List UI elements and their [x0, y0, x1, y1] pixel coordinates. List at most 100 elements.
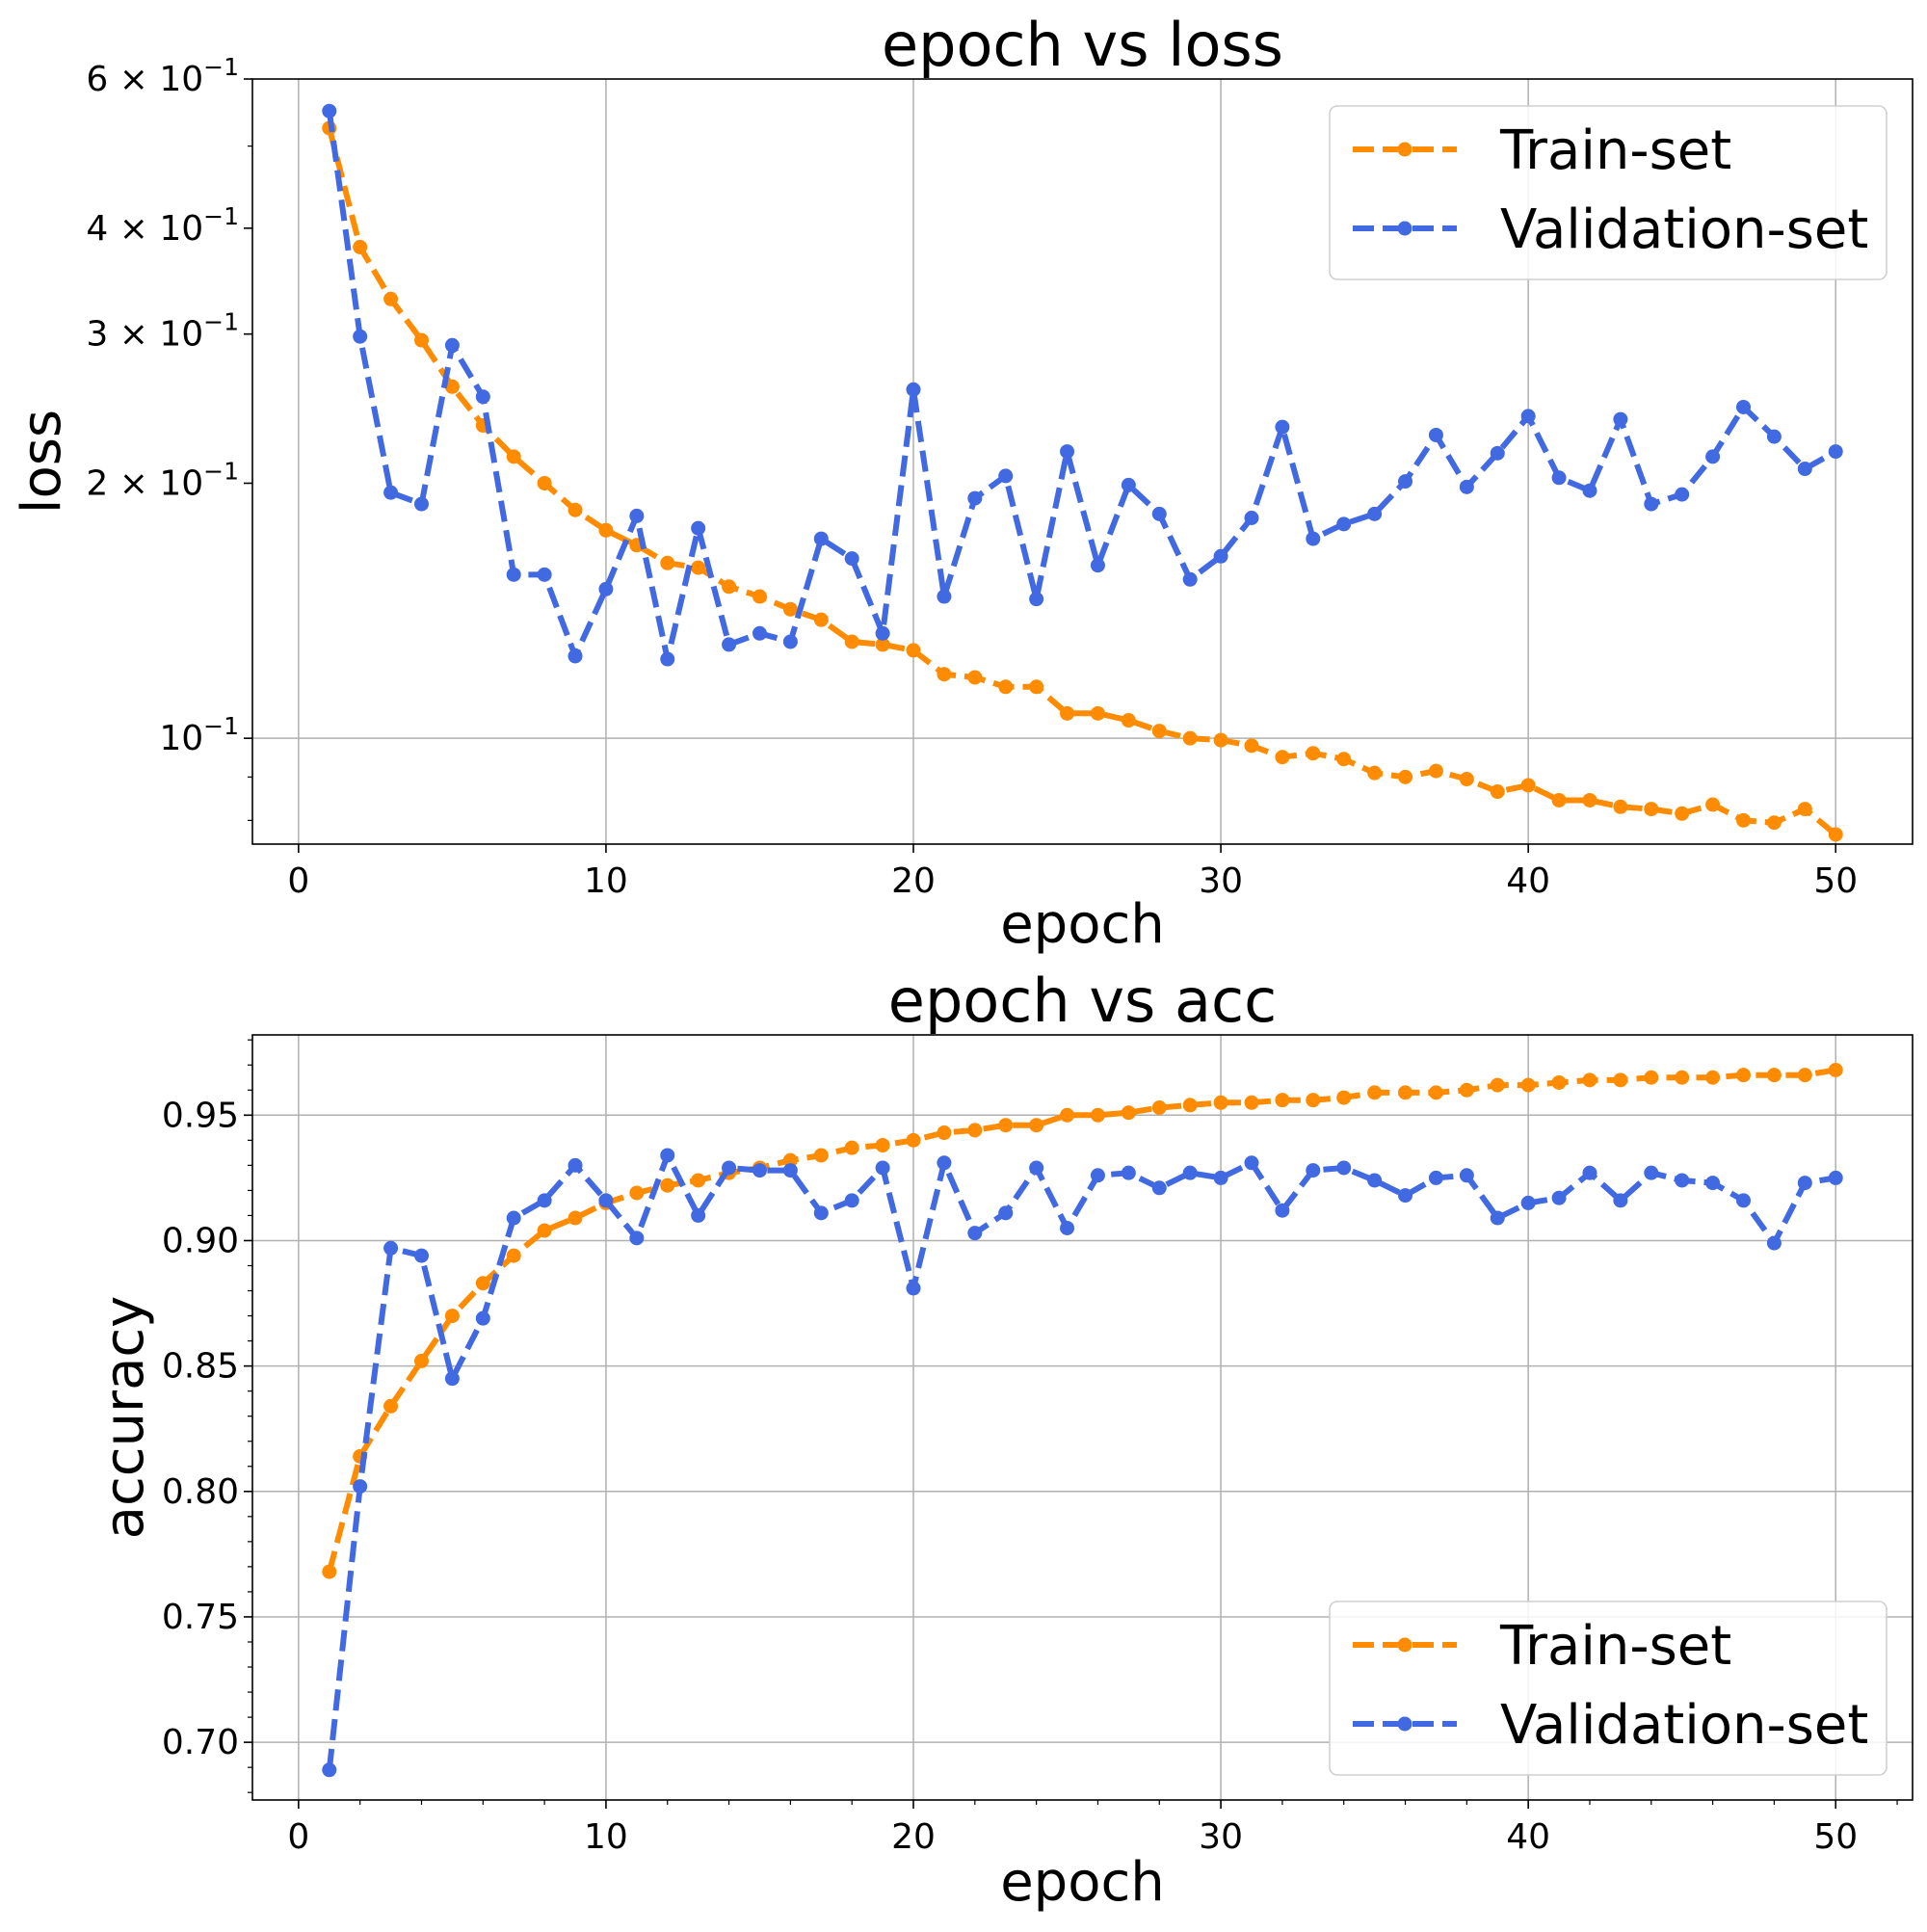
data-point-train-set: [413, 1353, 429, 1368]
data-point-validation-set: [506, 1210, 521, 1226]
data-point-train-set: [1121, 1105, 1136, 1121]
data-point-validation-set: [1705, 449, 1721, 464]
data-point-validation-set: [1705, 1176, 1721, 1191]
data-point-train-set: [1828, 1062, 1843, 1077]
data-point-validation-set: [1644, 496, 1659, 512]
y-axis-label: accuracy: [93, 1296, 156, 1540]
data-point-validation-set: [1490, 1210, 1505, 1226]
data-point-validation-set: [1613, 1193, 1628, 1208]
data-point-train-set: [1151, 1099, 1167, 1115]
data-point-train-set: [1398, 769, 1413, 784]
data-point-validation-set: [1398, 474, 1413, 490]
data-point-train-set: [1029, 679, 1044, 695]
data-point-validation-set: [568, 1157, 583, 1173]
data-point-train-set: [1766, 1068, 1782, 1083]
data-point-train-set: [1551, 1074, 1567, 1090]
data-point-validation-set: [1582, 483, 1597, 498]
data-point-train-set: [383, 291, 399, 306]
data-point-validation-set: [1182, 571, 1198, 587]
data-point-validation-set: [1336, 516, 1352, 532]
data-point-train-set: [1520, 1077, 1536, 1093]
data-point-train-set: [1060, 1107, 1075, 1123]
x-tick-label: 0: [287, 861, 309, 901]
data-point-validation-set: [1459, 479, 1474, 494]
x-tick-label: 20: [891, 861, 936, 901]
data-point-validation-set: [1151, 506, 1167, 521]
chart-acc: 0 10 20 30 40 50 0.70 0.75 0.80 0.85 0.90 0.95 epoch…: [93, 966, 1914, 1914]
x-tick-label: 20: [891, 1817, 936, 1857]
data-point-train-set: [322, 1564, 337, 1579]
data-point-validation-set: [413, 496, 429, 512]
data-point-train-set: [1705, 1070, 1721, 1085]
data-point-train-set: [1644, 1070, 1659, 1085]
data-point-train-set: [1428, 763, 1443, 779]
legend-box: [1329, 105, 1887, 280]
data-point-validation-set: [475, 389, 490, 405]
y-tick-label: 3 × 10−1: [86, 308, 239, 355]
data-point-validation-set: [691, 1207, 706, 1223]
data-point-validation-set: [1828, 444, 1843, 460]
data-point-train-set: [1428, 1085, 1443, 1100]
data-point-train-set: [1705, 797, 1721, 812]
data-point-train-set: [1520, 778, 1536, 793]
data-point-validation-set: [475, 1310, 490, 1326]
y-tick-base: 3 × 10: [86, 315, 203, 355]
data-point-validation-set: [1275, 1203, 1290, 1218]
y-tick-base: 10: [159, 719, 203, 758]
legend-marker: [1397, 221, 1412, 236]
data-point-train-set: [506, 449, 521, 464]
legend-marker: [1397, 1716, 1412, 1732]
y-tick-exponent: −1: [203, 202, 239, 230]
data-point-validation-set: [813, 531, 829, 546]
data-point-train-set: [1275, 750, 1290, 765]
data-point-validation-set: [1090, 558, 1105, 573]
data-point-train-set: [537, 475, 552, 490]
data-point-train-set: [1182, 1098, 1198, 1113]
data-point-train-set: [506, 1248, 521, 1263]
data-point-train-set: [1797, 1068, 1812, 1083]
data-point-validation-set: [413, 1248, 429, 1263]
data-point-validation-set: [875, 625, 890, 641]
data-point-validation-set: [1736, 1193, 1752, 1208]
data-point-validation-set: [444, 337, 460, 353]
chart-title: epoch vs acc: [888, 966, 1277, 1036]
data-point-validation-set: [537, 1193, 552, 1208]
data-point-train-set: [844, 1140, 859, 1155]
data-point-validation-set: [383, 485, 399, 500]
data-point-validation-set: [1336, 1160, 1352, 1176]
data-point-train-set: [598, 522, 614, 538]
chart-loss: 0 10 20 30 40 506 × 10−14 × 10−13 × 10−12 × 1…: [11, 10, 1914, 956]
data-point-validation-set: [844, 551, 859, 567]
y-tick-base: 4 × 10: [86, 209, 203, 249]
data-point-train-set: [353, 239, 368, 254]
data-point-train-set: [752, 589, 767, 604]
x-tick-label: 30: [1199, 1817, 1243, 1857]
data-point-train-set: [813, 612, 829, 627]
data-point-validation-set: [1090, 1168, 1105, 1183]
data-point-validation-set: [1675, 1173, 1690, 1188]
x-tick-label: 40: [1506, 1817, 1550, 1857]
x-tick-label: 30: [1199, 861, 1243, 901]
y-tick-exponent: −1: [203, 308, 239, 336]
legend: Train-set Validation-set: [1329, 105, 1887, 280]
data-point-validation-set: [444, 1371, 460, 1387]
data-point-validation-set: [353, 329, 368, 344]
data-point-train-set: [660, 555, 675, 570]
data-point-validation-set: [875, 1160, 890, 1176]
data-point-train-set: [1459, 772, 1474, 787]
data-point-train-set: [1213, 1095, 1228, 1110]
data-point-validation-set: [967, 1226, 983, 1241]
data-point-train-set: [1306, 1093, 1321, 1108]
data-point-train-set: [1398, 1085, 1413, 1100]
data-point-train-set: [1675, 1070, 1690, 1085]
data-point-validation-set: [722, 637, 737, 652]
data-point-train-set: [568, 1210, 583, 1226]
data-point-validation-set: [1675, 487, 1690, 502]
x-tick-label: 40: [1506, 861, 1550, 901]
data-point-train-set: [1582, 1072, 1597, 1088]
data-point-train-set: [1336, 1090, 1352, 1105]
data-point-train-set: [475, 1276, 490, 1291]
data-point-train-set: [1644, 802, 1659, 817]
data-point-train-set: [1582, 792, 1597, 807]
